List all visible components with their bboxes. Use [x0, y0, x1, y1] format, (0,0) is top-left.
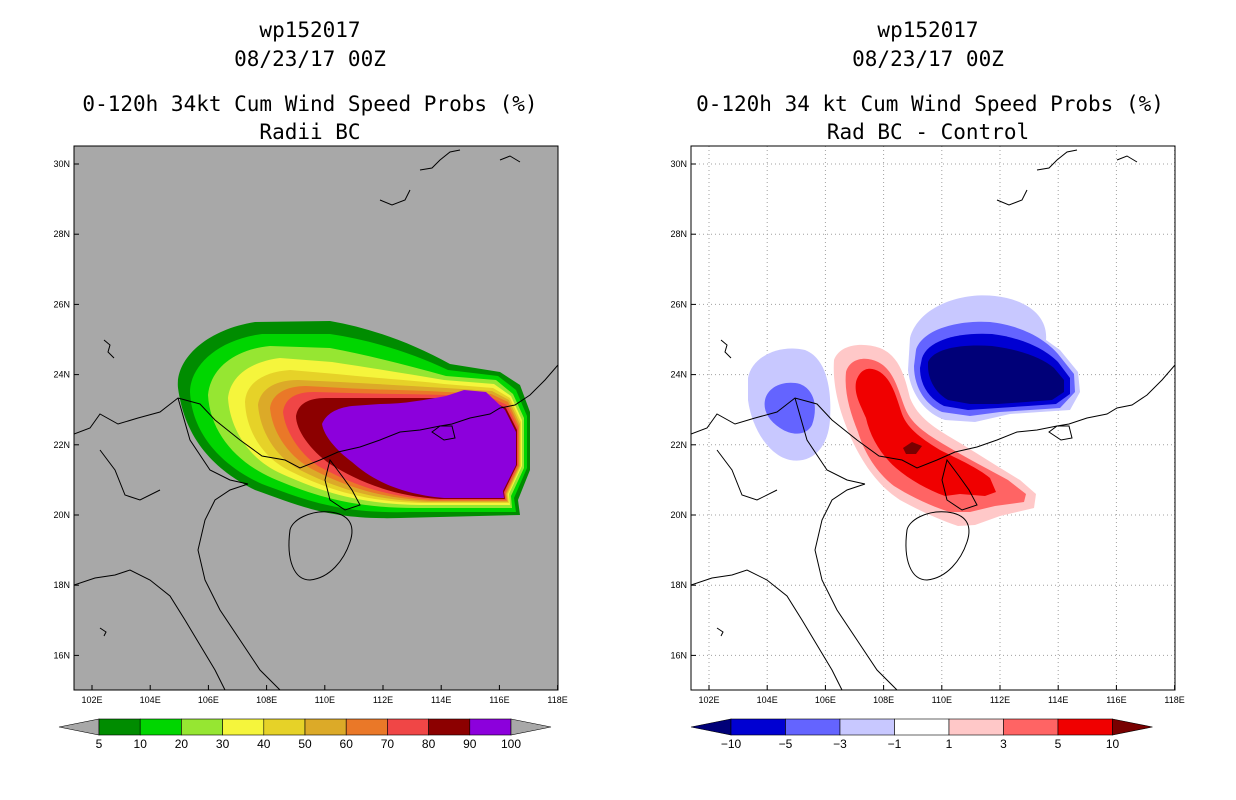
left-title-id: wp152017 [259, 18, 361, 42]
right-colorbar-box [730, 718, 786, 736]
right-title-id: wp152017 [877, 18, 979, 42]
left-lon-label: 116E [489, 695, 509, 705]
right-colorbar-box [1057, 718, 1113, 736]
left-title-sub: Radii BC [259, 120, 361, 144]
left-lon-label: 104E [140, 695, 161, 705]
right-colorbar: −10 −5 −3 −1 1 3 5 10 [690, 718, 1153, 751]
left-colorbar-over-triangle [510, 718, 552, 736]
left-colorbar: 5 10 20 30 40 50 60 70 80 90 100 [58, 718, 552, 751]
left-colorbar-label: 100 [501, 737, 521, 751]
right-colorbar-label: −3 [833, 737, 847, 751]
left-lat-label: 20N [53, 510, 70, 520]
right-colorbar-box [785, 718, 841, 736]
left-lat-label: 18N [53, 580, 70, 590]
right-lon-label: 108E [873, 695, 894, 705]
right-lon-label: 112E [990, 695, 1010, 705]
left-lon-label: 114E [431, 695, 451, 705]
left-lat-labels: 30N 28N 26N 24N 22N 20N 18N 16N [53, 159, 79, 660]
left-colorbar-label: 40 [257, 737, 271, 751]
right-lat-label: 28N [670, 229, 687, 239]
right-lat-label: 18N [670, 580, 687, 590]
right-lon-label: 118E [1164, 695, 1184, 705]
right-colorbar-box [1003, 718, 1059, 736]
right-title-date: 08/23/17 00Z [852, 47, 1004, 71]
right-lon-label: 116E [1106, 695, 1126, 705]
right-colorbar-box [948, 718, 1004, 736]
left-colorbar-label: 80 [422, 737, 436, 751]
right-colorbar-box [839, 718, 895, 736]
left-colorbar-label: 90 [463, 737, 477, 751]
right-lon-label: 106E [815, 695, 836, 705]
left-lat-label: 26N [53, 299, 70, 309]
left-colorbar-label: 10 [134, 737, 148, 751]
right-lat-label: 24N [670, 370, 687, 380]
left-colorbar-label: 30 [216, 737, 230, 751]
left-lat-label: 22N [53, 440, 70, 450]
right-lon-label: 114E [1048, 695, 1068, 705]
right-colorbar-under-triangle [690, 718, 732, 736]
right-lat-label: 22N [670, 440, 687, 450]
left-coastlines [74, 149, 558, 690]
left-title-date: 08/23/17 00Z [234, 47, 386, 71]
right-colorbar-label: −10 [721, 737, 742, 751]
right-colorbar-label: −5 [779, 737, 793, 751]
right-lat-label: 30N [670, 159, 687, 169]
right-colorbar-box [894, 718, 950, 736]
right-colorbar-label: 1 [946, 737, 953, 751]
right-colorbar-label: −1 [888, 737, 902, 751]
left-colorbar-label: 70 [381, 737, 395, 751]
right-colorbar-label: 3 [1000, 737, 1007, 751]
left-lat-label: 16N [53, 650, 70, 660]
right-lat-label: 20N [670, 510, 687, 520]
right-coastlines [691, 149, 1175, 690]
right-title-main: 0-120h 34 kt Cum Wind Speed Probs (%) [696, 92, 1164, 116]
right-lat-label: 16N [670, 650, 687, 660]
right-difference-field [748, 295, 1080, 526]
left-lon-labels: 102E 104E 106E 108E 110E 112E 114E 116E 118E [81, 685, 568, 705]
left-lat-label: 30N [53, 159, 70, 169]
left-lon-label: 110E [315, 695, 335, 705]
left-lon-label: 118E [547, 695, 567, 705]
right-colorbar-label: 10 [1106, 737, 1120, 751]
left-lat-label: 28N [53, 229, 70, 239]
right-colorbar-over-triangle [1112, 718, 1153, 736]
right-colorbar-label: 5 [1055, 737, 1062, 751]
left-map-frame [73, 145, 559, 691]
right-lon-label: 102E [698, 695, 719, 705]
left-colorbar-label: 20 [175, 737, 189, 751]
right-lat-labels: 30N 28N 26N 24N 22N 20N 18N 16N [670, 159, 696, 660]
right-lon-label: 110E [932, 695, 952, 705]
left-lat-label: 24N [53, 370, 70, 380]
right-lat-label: 26N [670, 299, 687, 309]
right-lon-labels: 102E 104E 106E 108E 110E 112E 114E 116E 118E [698, 685, 1185, 705]
left-colorbar-label: 5 [96, 737, 103, 751]
right-lon-label: 104E [757, 695, 778, 705]
left-title-main: 0-120h 34kt Cum Wind Speed Probs (%) [82, 92, 538, 116]
left-lon-label: 106E [198, 695, 219, 705]
left-colorbar-label: 50 [298, 737, 312, 751]
left-probability-field [177, 321, 530, 519]
right-map-frame [690, 145, 1176, 691]
right-title-sub: Rad BC - Control [826, 120, 1030, 144]
left-lon-label: 108E [256, 695, 277, 705]
left-colorbar-label: 60 [340, 737, 354, 751]
left-lon-label: 102E [81, 695, 102, 705]
left-lon-label: 112E [373, 695, 393, 705]
